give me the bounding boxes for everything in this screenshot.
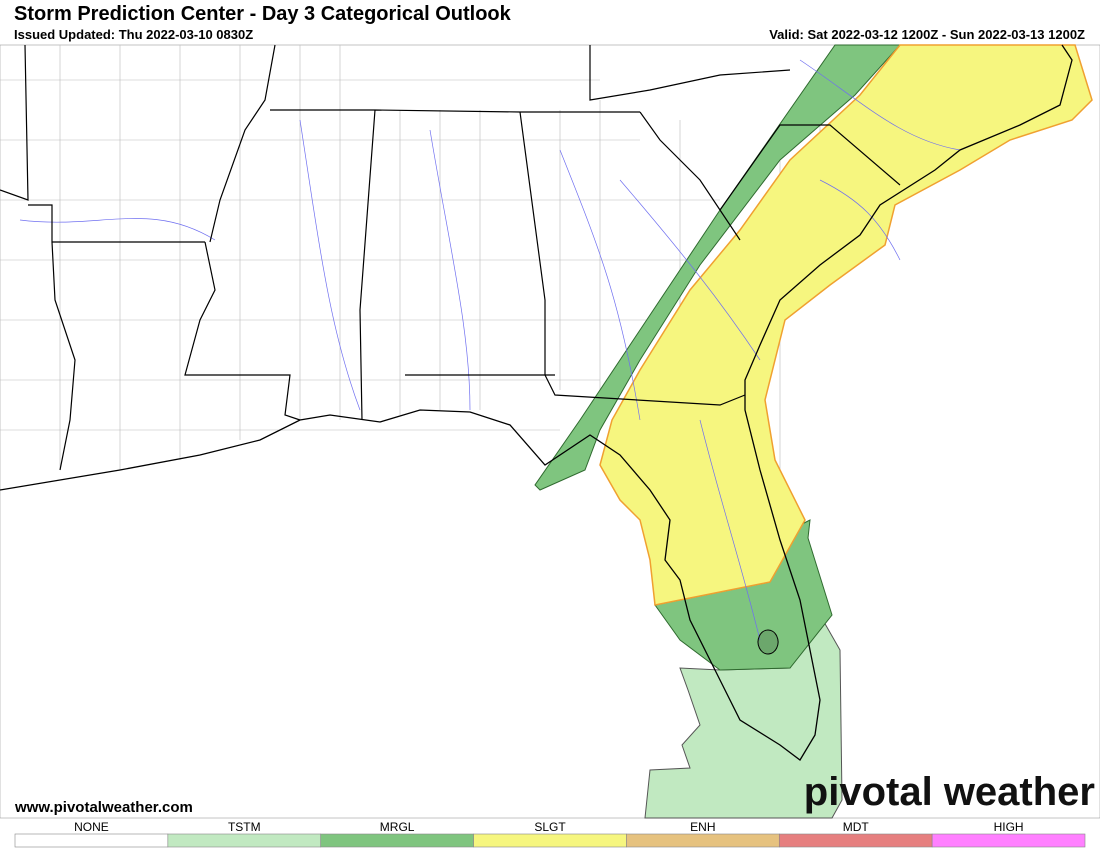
state-borders	[0, 44, 901, 471]
website: www.pivotalweather.com	[14, 799, 193, 816]
rivers	[19, 59, 961, 641]
valid-time: Valid: Sat 2022-03-12 1200Z - Sun 2022-0…	[769, 27, 1085, 42]
legend-label: HIGH	[994, 820, 1024, 834]
title: Storm Prediction Center - Day 3 Categori…	[14, 3, 512, 25]
tstm-area	[644, 613, 843, 819]
legend-swatch	[473, 833, 627, 848]
lake-okeechobee	[757, 629, 779, 655]
watermark: pivotal weather	[804, 770, 1095, 814]
legend-label: NONE	[74, 820, 109, 834]
legend-label: TSTM	[228, 820, 261, 834]
legend-swatch	[778, 833, 933, 848]
mrgl-area	[534, 44, 902, 491]
legend-swatch	[626, 833, 780, 848]
legend-swatch	[931, 833, 1086, 848]
legend-label: MRGL	[380, 820, 415, 834]
legend-swatch	[320, 833, 474, 848]
slgt-area	[599, 44, 1093, 606]
legend-swatch	[14, 833, 169, 848]
legend-label: SLGT	[534, 820, 566, 834]
map	[0, 44, 1100, 819]
coastline	[0, 44, 1073, 761]
legend-label: MDT	[843, 820, 870, 834]
legend-swatch	[167, 833, 322, 848]
legend: NONE TSTM MRGL SLGT ENH MDT HIGH	[14, 820, 1086, 848]
legend-label: ENH	[690, 820, 715, 834]
issued-time: Issued Updated: Thu 2022-03-10 0830Z	[14, 27, 253, 42]
